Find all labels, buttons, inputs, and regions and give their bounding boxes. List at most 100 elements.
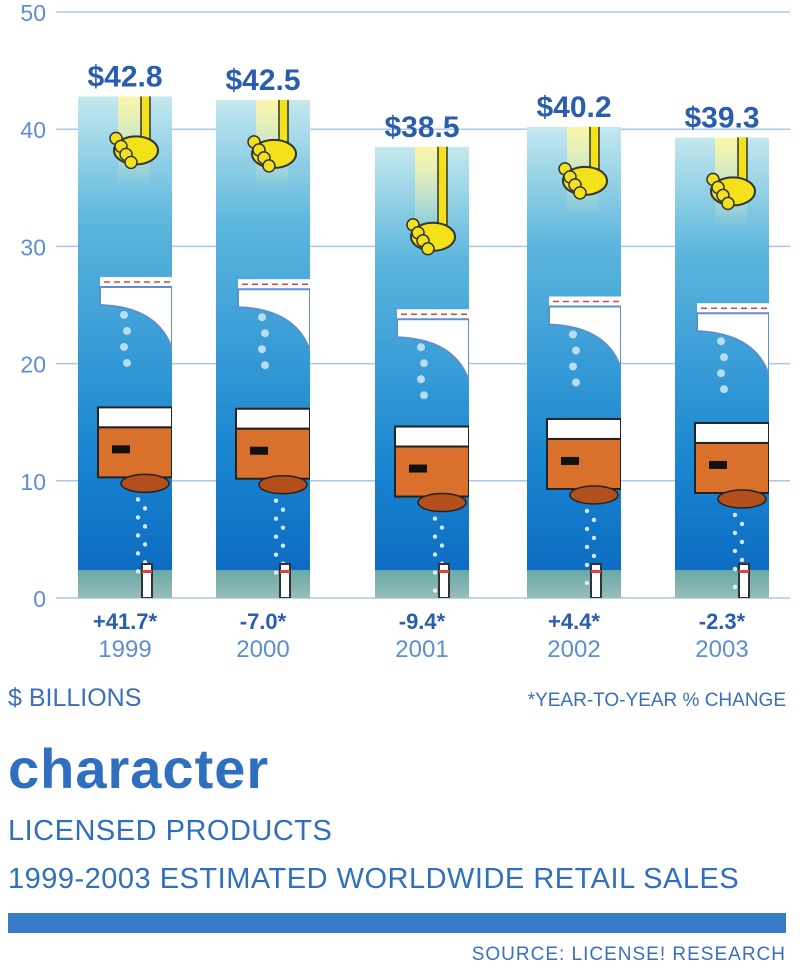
pipe-stripe (280, 570, 290, 573)
toe-shape (421, 242, 435, 256)
bubble (739, 539, 745, 545)
bubble (584, 544, 590, 550)
toe-shape (124, 155, 138, 170)
bubble (739, 557, 745, 563)
box-slot (409, 464, 427, 473)
bubble (439, 525, 445, 530)
bubble (732, 512, 738, 518)
bubble (135, 569, 141, 574)
bubble (717, 369, 725, 378)
change-label: +4.4* (548, 609, 600, 634)
box-base (417, 492, 467, 513)
bubble (142, 506, 148, 511)
bubble (720, 353, 728, 362)
bubble (142, 542, 148, 547)
bubble (439, 543, 445, 548)
tub-shape (99, 285, 172, 350)
bubble (584, 562, 590, 568)
pipe-shape (590, 563, 602, 599)
sea-floor (527, 570, 621, 598)
bar-2001 (375, 146, 469, 598)
y-tick-label: 50 (20, 0, 46, 26)
change-label: +41.7* (93, 609, 158, 634)
tub-shape (548, 305, 621, 369)
pipe-stripe (142, 570, 152, 573)
bubble (280, 507, 286, 512)
bubble (135, 533, 141, 538)
bubble (142, 524, 148, 529)
bubble (584, 508, 590, 514)
bubble (572, 378, 580, 387)
bubble (280, 543, 286, 548)
toe-shape (721, 196, 735, 211)
x-tick-label: 2001 (395, 636, 448, 660)
bubble (739, 521, 745, 527)
bubble (261, 329, 269, 338)
bar-value-label: $40.2 (536, 91, 611, 124)
sea-floor (78, 570, 172, 598)
box-body (235, 427, 310, 480)
box-base (717, 489, 767, 509)
bubble (273, 552, 279, 557)
pipe-shape (279, 563, 291, 599)
bar-chart: 0 10 20 30 40 50 $42.8 +41.7*1999 $42.5 -7.0*2000… (20, 0, 790, 660)
box-body (97, 426, 172, 479)
y-tick-label: 30 (20, 234, 46, 260)
box-base (258, 474, 308, 495)
box-slot (561, 456, 579, 465)
bubble (123, 358, 131, 367)
pipe-stripe (439, 570, 449, 573)
bubble (273, 570, 279, 575)
tub-shape (237, 288, 310, 352)
box-body (546, 437, 621, 490)
bubble (258, 313, 266, 322)
bar-2000 (216, 99, 310, 599)
box-base (569, 485, 619, 505)
change-footnote: *YEAR-TO-YEAR % CHANGE (527, 690, 786, 711)
box-slot (709, 460, 727, 469)
bubble (273, 498, 279, 503)
bubble (569, 362, 577, 371)
bar-value-label: $42.8 (87, 60, 162, 93)
bubble (732, 548, 738, 554)
box-lid (235, 407, 310, 430)
units-label: $ BILLIONS (8, 684, 142, 712)
pipe-stripe (591, 570, 601, 573)
bubble (432, 516, 438, 521)
bubble (273, 516, 279, 521)
pipe-shape (438, 563, 450, 598)
y-tick-label: 20 (20, 352, 46, 378)
bubble (261, 361, 269, 370)
bubble (135, 497, 141, 502)
leg-shape (140, 96, 151, 144)
leg-shape (589, 126, 600, 174)
x-tick-label: 2003 (695, 636, 748, 660)
box-slot (112, 445, 130, 454)
bubble (591, 517, 597, 523)
chart-subtitle-1: LICENSED PRODUCTS (8, 815, 333, 847)
bubble (569, 330, 577, 339)
bubble (717, 337, 725, 346)
bar-1999 (78, 96, 172, 598)
sea-floor (675, 570, 769, 598)
x-tick-label: 2002 (547, 636, 600, 660)
change-label: -9.4* (399, 609, 446, 634)
bubble (572, 346, 580, 355)
leg-shape (278, 99, 289, 147)
divider-bar (8, 913, 786, 933)
bubble (258, 345, 266, 354)
box-lid (394, 425, 469, 448)
x-tick-label: 1999 (98, 636, 151, 660)
bubble (273, 534, 279, 539)
bubble (591, 535, 597, 541)
bubble (280, 525, 286, 530)
bubble (120, 310, 128, 319)
bubble (432, 534, 438, 539)
tub-shape (696, 312, 769, 376)
pipe-shape (141, 563, 153, 598)
y-tick-label: 0 (33, 586, 46, 612)
bubble (432, 588, 438, 593)
bubble (123, 326, 131, 335)
sea-floor (216, 570, 310, 598)
pipe-stripe (739, 570, 749, 573)
